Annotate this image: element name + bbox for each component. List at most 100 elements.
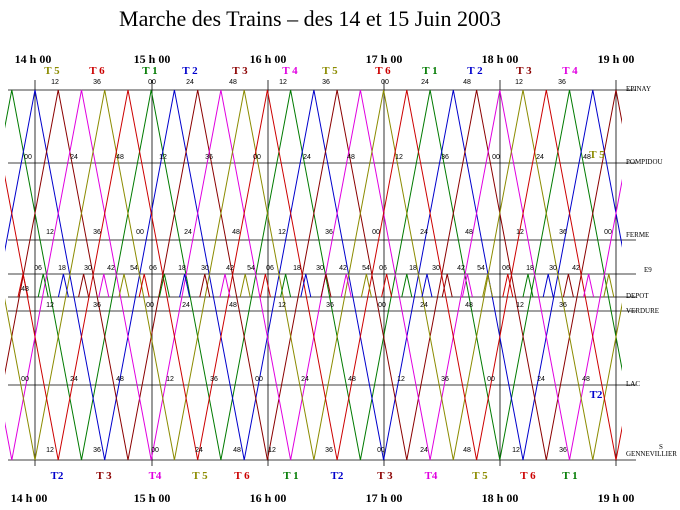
minute-lac: 48 xyxy=(348,376,356,383)
train-label-top: T 4 xyxy=(562,65,578,77)
depot-shuttle xyxy=(37,273,49,298)
minute-pompidou: 24 xyxy=(303,154,311,161)
minute-depot: 48 xyxy=(21,286,29,293)
minute-ferme: 36 xyxy=(93,229,101,236)
train-label-bottom: T2 xyxy=(331,470,344,482)
depot-shuttle xyxy=(199,273,211,298)
minute-e9: 06 xyxy=(266,265,274,272)
minute-e9: 30 xyxy=(316,265,324,272)
train-mark-right: T 5 xyxy=(589,149,605,161)
hour-label-bottom: 18 h 00 xyxy=(482,491,519,505)
minute-gennevilliers: 12 xyxy=(46,447,54,454)
minute-lac: 00 xyxy=(487,376,495,383)
minute-pompidou: 24 xyxy=(536,154,544,161)
minute-verdure: 12 xyxy=(516,302,524,309)
minute-epinay: 24 xyxy=(421,79,429,86)
minute-epinay: 12 xyxy=(515,79,523,86)
train-label-top: T 6 xyxy=(375,65,391,77)
minute-ferme: 00 xyxy=(372,229,380,236)
trace-t6 xyxy=(5,89,622,461)
depot-shuttle xyxy=(421,273,433,298)
minute-pompidou: 00 xyxy=(253,154,261,161)
depot-shuttle xyxy=(158,273,170,298)
minute-e9: 18 xyxy=(178,265,186,272)
trace-t4 xyxy=(5,89,622,461)
minute-gennevilliers: 12 xyxy=(268,447,276,454)
minute-e9: 42 xyxy=(107,265,115,272)
trace-t3 xyxy=(5,89,622,461)
minute-ferme: 36 xyxy=(325,229,333,236)
minute-ferme: 24 xyxy=(184,229,192,236)
depot-shuttle xyxy=(78,273,90,298)
minute-gennevilliers: 00 xyxy=(377,447,385,454)
train-label-bottom: T4 xyxy=(425,470,438,482)
hour-label-top: 17 h 00 xyxy=(366,52,403,66)
minute-lac: 24 xyxy=(70,376,78,383)
minute-ferme: 12 xyxy=(46,229,54,236)
minute-lac: 36 xyxy=(441,376,449,383)
minute-ferme: 12 xyxy=(516,229,524,236)
minute-lac: 24 xyxy=(301,376,309,383)
minute-e9: 42 xyxy=(572,265,580,272)
station-label: DEPOT xyxy=(626,292,649,300)
depot-shuttle xyxy=(239,273,251,298)
minute-e9: 06 xyxy=(502,265,510,272)
minute-lac: 12 xyxy=(166,376,174,383)
minute-e9: 42 xyxy=(457,265,465,272)
minute-gennevilliers: 00 xyxy=(151,447,159,454)
minute-epinay: 00 xyxy=(148,79,156,86)
minute-verdure: 36 xyxy=(326,302,334,309)
hour-label-top: 15 h 00 xyxy=(134,52,171,66)
minute-e9: 42 xyxy=(339,265,347,272)
hour-label-bottom: 16 h 00 xyxy=(250,491,287,505)
minute-pompidou: 12 xyxy=(395,154,403,161)
minute-ferme: 36 xyxy=(559,229,567,236)
minute-lac: 00 xyxy=(21,376,29,383)
minute-verdure: 48 xyxy=(465,302,473,309)
hour-label-bottom: 14 h 00 xyxy=(11,491,48,505)
minute-gennevilliers: 48 xyxy=(233,447,241,454)
train-label-bottom: T 1 xyxy=(562,470,577,482)
train-label-top: T 4 xyxy=(282,65,298,77)
minute-ferme: 48 xyxy=(232,229,240,236)
depot-shuttle xyxy=(57,273,69,298)
trace-t1 xyxy=(5,89,622,461)
train-label-bottom: T 3 xyxy=(377,470,393,482)
minute-epinay: 00 xyxy=(381,79,389,86)
station-mark: S xyxy=(659,443,663,451)
minute-pompidou: 36 xyxy=(205,154,213,161)
trace-t5 xyxy=(5,89,622,461)
depot-shuttle xyxy=(259,273,271,298)
station-label: LAC xyxy=(626,380,640,388)
minute-epinay: 12 xyxy=(279,79,287,86)
minute-lac: 48 xyxy=(582,376,590,383)
minute-verdure: 12 xyxy=(46,302,54,309)
minute-e9: 54 xyxy=(362,265,370,272)
hour-label-top: 16 h 00 xyxy=(250,52,287,66)
minute-e9: 54 xyxy=(477,265,485,272)
depot-shuttle xyxy=(118,273,130,298)
depot-shuttle xyxy=(17,273,29,298)
minute-verdure: 48 xyxy=(229,302,237,309)
station-label: GENNEVILLIER xyxy=(626,450,677,458)
train-label-top: T 5 xyxy=(322,65,338,77)
depot-shuttle xyxy=(583,273,595,298)
minute-epinay: 36 xyxy=(322,79,330,86)
minute-pompidou: 48 xyxy=(583,154,591,161)
minute-e9: 18 xyxy=(58,265,66,272)
train-label-top: T 1 xyxy=(142,65,157,77)
minute-gennevilliers: 12 xyxy=(512,447,520,454)
train-label-top: T 3 xyxy=(232,65,248,77)
depot-shuttle xyxy=(482,273,494,298)
minute-lac: 12 xyxy=(397,376,405,383)
depot-shuttle xyxy=(562,273,574,298)
trace-t2 xyxy=(5,89,622,461)
minute-e9: 18 xyxy=(293,265,301,272)
hour-label-top: 14 h 00 xyxy=(15,52,52,66)
minute-gennevilliers: 36 xyxy=(93,447,101,454)
hour-label-bottom: 19 h 00 xyxy=(598,491,635,505)
minute-gennevilliers: 48 xyxy=(463,447,471,454)
minute-e9: 06 xyxy=(34,265,42,272)
minute-e9: 30 xyxy=(201,265,209,272)
